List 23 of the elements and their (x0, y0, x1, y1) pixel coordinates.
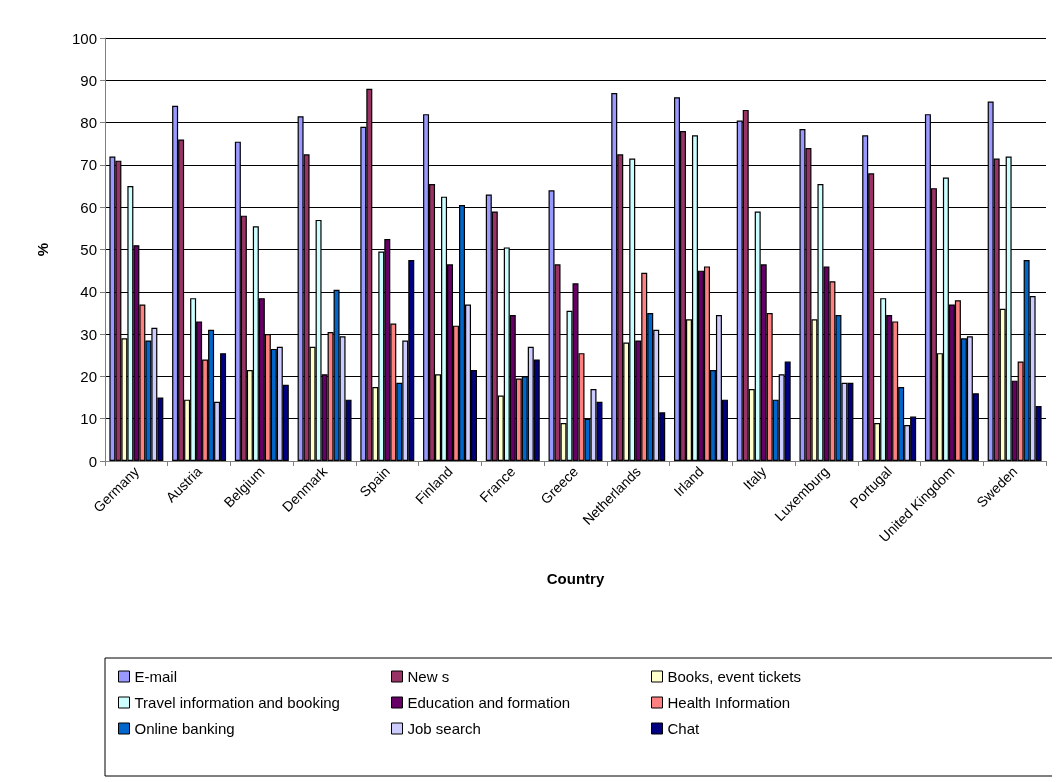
y-tick-label: 20 (80, 367, 97, 385)
x-tick-label: Italy (739, 463, 770, 493)
y-axis-title: % (34, 242, 51, 257)
y-tick-label: 70 (80, 156, 97, 174)
y-tick-label: 30 (80, 325, 97, 343)
y-tick-label: 0 (88, 452, 97, 470)
y-tick-label: 60 (80, 198, 97, 216)
legend-label: Travel information and booking (134, 694, 340, 711)
legend-label: Chat (667, 720, 701, 737)
legend-label: Health Information (667, 694, 791, 711)
y-tick-label: 80 (80, 114, 97, 132)
legend-label: New s (407, 668, 450, 685)
legend-label: Online banking (134, 720, 235, 737)
y-tick-label: 10 (80, 410, 97, 428)
y-tick-label: 90 (80, 71, 97, 89)
x-axis-title: Country (546, 570, 605, 587)
legend-label: Education and formation (407, 694, 571, 711)
y-tick-label: 100 (71, 29, 97, 47)
legend-label: Books, event tickets (667, 668, 801, 685)
legend-label: E-mail (134, 668, 178, 685)
y-tick-label: 40 (80, 283, 97, 301)
legend-label: Job search (407, 720, 481, 737)
y-tick-label: 50 (80, 241, 97, 258)
